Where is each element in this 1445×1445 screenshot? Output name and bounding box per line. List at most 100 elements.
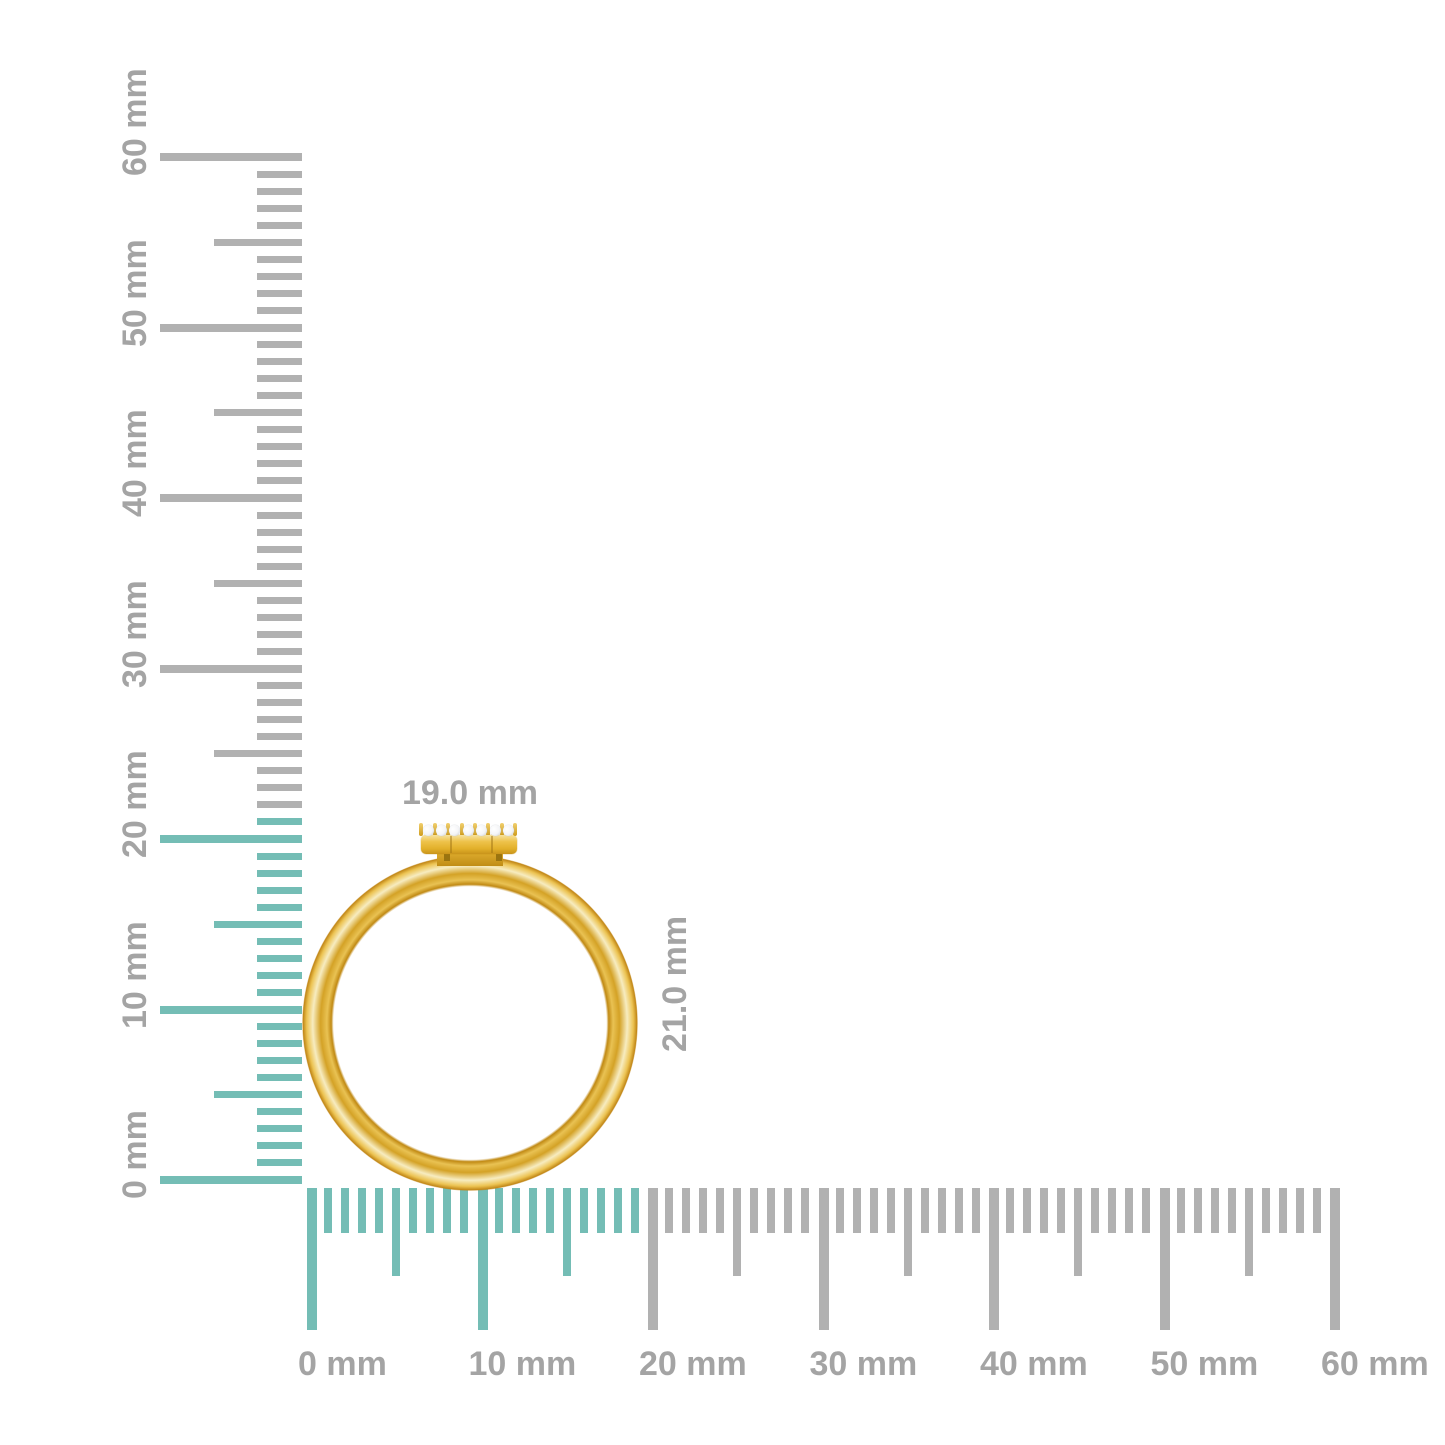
horizontal-ruler-label: 10 mm xyxy=(468,1345,577,1383)
vertical-ruler-label: 40 mm xyxy=(116,409,154,517)
ruler-tick xyxy=(903,1188,912,1276)
ruler-tick xyxy=(257,733,302,741)
vertical-ruler-label: 50 mm xyxy=(116,238,154,347)
ruler-tick xyxy=(257,852,302,860)
ruler-tick xyxy=(545,1188,554,1233)
ruler-tick-major xyxy=(160,1176,302,1184)
ruler-tick xyxy=(257,443,302,451)
ruler-tick xyxy=(920,1188,929,1233)
ruler-tick xyxy=(1125,1188,1134,1233)
ruler-tick xyxy=(733,1188,742,1276)
ruler-tick xyxy=(257,767,302,775)
ruler-tick xyxy=(716,1188,725,1233)
diamond-icon xyxy=(476,824,488,836)
ruler-tick xyxy=(1142,1188,1151,1233)
ruler-tick xyxy=(869,1188,878,1233)
ruler-tick xyxy=(494,1188,503,1233)
vertical-ruler-label: 10 mm xyxy=(116,920,154,1029)
ruler-tick xyxy=(886,1188,895,1233)
ruler-tick xyxy=(257,477,302,485)
ruler-tick xyxy=(257,1108,302,1116)
ruler-tick xyxy=(699,1188,708,1233)
ruler-tick xyxy=(801,1188,810,1233)
ruler-tick xyxy=(460,1188,469,1233)
ruler-tick xyxy=(257,289,302,297)
ruler-tick xyxy=(1295,1188,1304,1233)
head-seam xyxy=(450,836,452,853)
ruler-tick xyxy=(257,1023,302,1031)
ruler-tick xyxy=(214,409,302,417)
prong xyxy=(432,823,437,836)
horizontal-ruler-label: 0 mm xyxy=(298,1345,387,1383)
vertical-ruler-label: 20 mm xyxy=(116,750,154,858)
horizontal-ruler-label: 40 mm xyxy=(980,1345,1088,1383)
ruler-tick xyxy=(214,920,302,928)
ruler-tick xyxy=(1040,1188,1049,1233)
ruler-tick xyxy=(1057,1188,1066,1233)
prong xyxy=(419,823,424,836)
diamond-icon xyxy=(449,824,461,836)
ruler-tick xyxy=(257,818,302,826)
ruler-tick xyxy=(613,1188,622,1233)
ruler-tick-major xyxy=(160,323,302,332)
horizontal-ruler-label: 30 mm xyxy=(809,1345,918,1383)
ruler-tick xyxy=(214,579,302,587)
ruler-tick xyxy=(214,1091,302,1099)
connector-notch xyxy=(444,854,450,861)
width-dimension-label: 19.0 mm xyxy=(401,774,539,812)
height-dimension-label: 21.0 mm xyxy=(656,915,694,1052)
ruler-tick-major xyxy=(1330,1188,1340,1330)
ruler-tick xyxy=(257,375,302,383)
diamond-icon xyxy=(422,824,434,836)
ruler-tick xyxy=(257,971,302,979)
ruler-tick-major xyxy=(160,153,302,161)
horizontal-ruler-label: 50 mm xyxy=(1150,1345,1259,1383)
ring-head xyxy=(421,835,517,854)
ruler-tick xyxy=(257,954,302,962)
prong xyxy=(446,823,451,836)
ruler-tick xyxy=(257,392,302,400)
ruler-tick xyxy=(257,1142,302,1150)
ruler-tick xyxy=(257,630,302,638)
vertical-ruler-label: 60 mm xyxy=(116,68,154,176)
ruler-tick xyxy=(1244,1188,1253,1276)
ruler-tick xyxy=(257,341,302,349)
ruler-tick xyxy=(257,784,302,792)
ruler-tick xyxy=(835,1188,844,1233)
ruler-tick-major xyxy=(648,1188,658,1330)
ruler-tick xyxy=(214,238,302,246)
ruler-tick xyxy=(665,1188,674,1233)
ruler-tick xyxy=(257,1125,302,1133)
ruler-tick xyxy=(257,511,302,519)
ruler-tick xyxy=(257,1074,302,1082)
ruler-tick xyxy=(392,1188,401,1276)
ruler-tick xyxy=(257,170,302,178)
ring-band xyxy=(302,855,638,1191)
ruler-tick xyxy=(596,1188,605,1233)
ruler-tick xyxy=(528,1188,537,1233)
ruler-tick xyxy=(257,204,302,212)
ruler-tick xyxy=(257,988,302,996)
ruler-tick xyxy=(443,1188,452,1233)
ruler-tick xyxy=(750,1188,759,1233)
ruler-tick-major xyxy=(1159,1188,1170,1330)
prong xyxy=(459,823,464,836)
ruler-tick-major xyxy=(307,1188,317,1330)
ruler-tick xyxy=(937,1188,946,1233)
ruler-tick xyxy=(1091,1188,1100,1233)
ruler-tick xyxy=(257,460,302,468)
ruler-tick xyxy=(257,682,302,690)
ruler-tick xyxy=(257,613,302,621)
ruler-tick-major xyxy=(160,494,302,502)
ruler-tick xyxy=(1074,1188,1083,1276)
ruler-tick xyxy=(1176,1188,1185,1233)
ruler-tick xyxy=(1210,1188,1219,1233)
ruler-tick xyxy=(767,1188,776,1233)
ruler-tick xyxy=(375,1188,384,1233)
head-seam xyxy=(491,836,493,853)
prong xyxy=(513,823,518,836)
ruler-tick xyxy=(257,358,302,366)
ruler-tick xyxy=(511,1188,520,1233)
ruler-tick xyxy=(257,716,302,724)
ruler-tick xyxy=(257,886,302,894)
